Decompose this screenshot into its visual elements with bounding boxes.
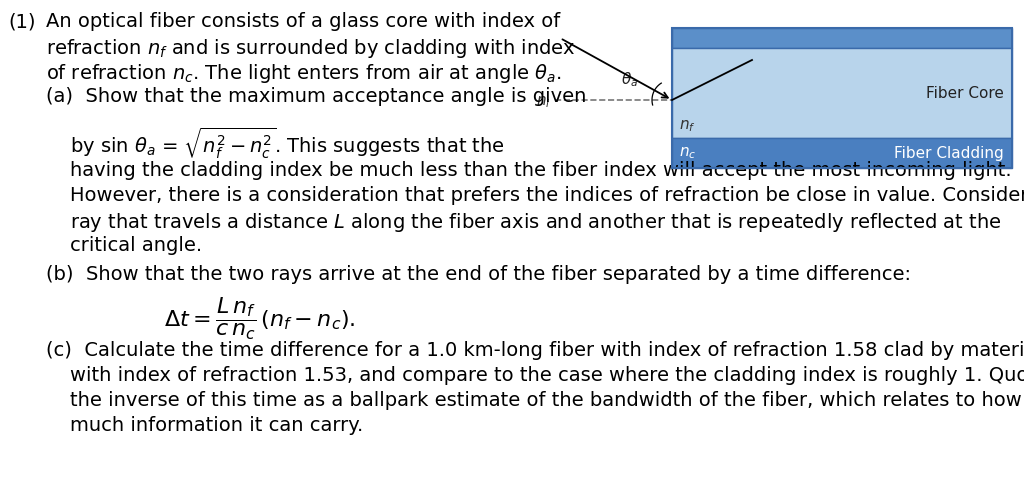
Text: of refraction $n_c$. The light enters from air at angle $\theta_a$.: of refraction $n_c$. The light enters fr… bbox=[46, 62, 562, 85]
Bar bbox=[672, 28, 1012, 168]
Text: (1): (1) bbox=[8, 12, 36, 31]
Text: refraction $n_f$ and is surrounded by cladding with index: refraction $n_f$ and is surrounded by cl… bbox=[46, 37, 575, 60]
Text: with index of refraction 1.53, and compare to the case where the cladding index : with index of refraction 1.53, and compa… bbox=[70, 366, 1024, 385]
Text: $n_c$: $n_c$ bbox=[679, 145, 696, 161]
Text: by sin $\theta_a$ = $\sqrt{n_f^2-n_c^2}$. This suggests that the: by sin $\theta_a$ = $\sqrt{n_f^2-n_c^2}$… bbox=[70, 126, 505, 161]
Bar bbox=[672, 48, 1012, 138]
Text: ray that travels a distance $L$ along the fiber axis and another that is repeate: ray that travels a distance $L$ along th… bbox=[70, 211, 1001, 234]
Text: $n_i$: $n_i$ bbox=[537, 94, 551, 110]
Text: (a)  Show that the maximum acceptance angle is given: (a) Show that the maximum acceptance ang… bbox=[46, 87, 587, 106]
Text: $\Delta t = \dfrac{L\,n_f}{c\,n_c}\,(n_f - n_c).$: $\Delta t = \dfrac{L\,n_f}{c\,n_c}\,(n_f… bbox=[164, 296, 355, 342]
Text: An optical fiber consists of a glass core with index of: An optical fiber consists of a glass cor… bbox=[46, 12, 560, 31]
Bar bbox=[672, 28, 1012, 48]
Text: However, there is a consideration that prefers the indices of refraction be clos: However, there is a consideration that p… bbox=[70, 186, 1024, 205]
Text: critical angle.: critical angle. bbox=[70, 236, 202, 255]
Bar bbox=[672, 138, 1012, 168]
Text: $n_f$: $n_f$ bbox=[679, 119, 695, 134]
Text: (c)  Calculate the time difference for a 1.0 km-long fiber with index of refract: (c) Calculate the time difference for a … bbox=[46, 341, 1024, 360]
Text: much information it can carry.: much information it can carry. bbox=[70, 416, 364, 435]
Text: the inverse of this time as a ballpark estimate of the bandwidth of the fiber, w: the inverse of this time as a ballpark e… bbox=[70, 391, 1022, 410]
Text: having the cladding index be much less than the fiber index will accept the most: having the cladding index be much less t… bbox=[70, 161, 1012, 180]
Text: (b)  Show that the two rays arrive at the end of the fiber separated by a time d: (b) Show that the two rays arrive at the… bbox=[46, 265, 911, 284]
Text: Fiber Core: Fiber Core bbox=[926, 86, 1004, 101]
Text: Fiber Cladding: Fiber Cladding bbox=[894, 145, 1004, 160]
Text: $\theta_a$: $\theta_a$ bbox=[622, 71, 639, 89]
